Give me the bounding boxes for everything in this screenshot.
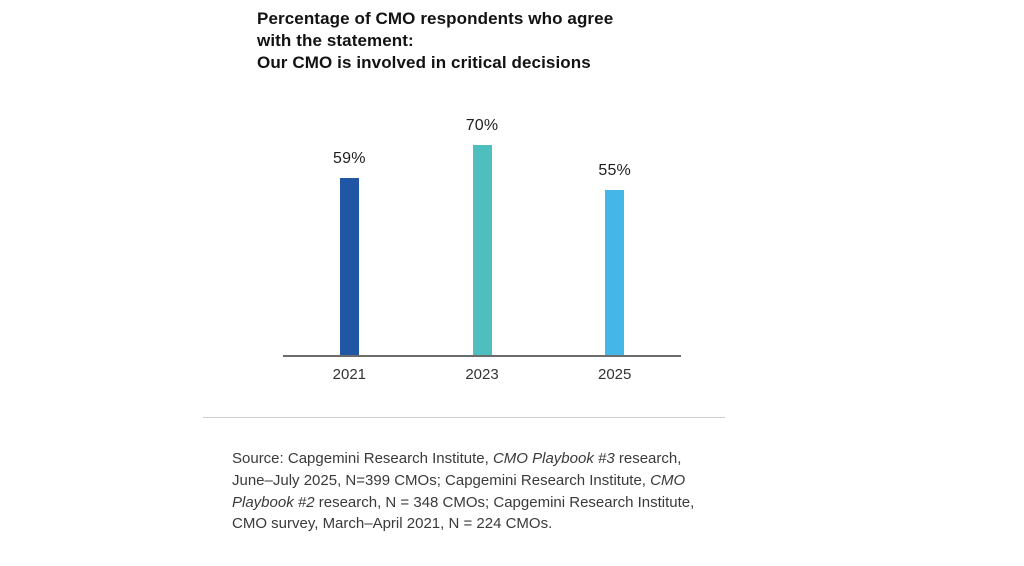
bar-value-label: 70% <box>465 117 499 134</box>
x-axis-label: 2021 <box>332 366 367 383</box>
bar-group-2023: 70% <box>416 115 549 355</box>
source-segment-italic: CMO Playbook #2 <box>232 471 686 511</box>
x-axis-label: 2025 <box>597 366 632 383</box>
source-text: Source: Capgemini Research Institute, CM… <box>232 448 710 535</box>
source-segment: Source: Capgemini Research Institute, <box>232 450 493 467</box>
x-axis-label: 2023 <box>465 366 499 383</box>
bar-2021 <box>339 178 359 355</box>
chart-title: Percentage of CMO respondents who agree … <box>257 9 614 72</box>
bar-2025 <box>605 190 625 355</box>
bar-2023 <box>472 145 492 355</box>
bar-group-2025: 55% <box>548 115 681 355</box>
bars-row: 59% 70% 55% <box>283 115 681 355</box>
x-axis-labels: 2021 2023 2025 <box>283 366 681 383</box>
bar-chart: 59% 70% 55% 2021 2023 2025 <box>283 115 681 383</box>
divider-line <box>203 417 725 418</box>
x-axis-line <box>283 355 681 357</box>
source-segment-italic: CMO Playbook #3 <box>492 450 615 467</box>
bar-group-2021: 59% <box>283 115 416 355</box>
source-segment: research, N = 348 CMOs; Capgemini Resear… <box>232 493 695 533</box>
bar-value-label: 55% <box>598 162 631 179</box>
source-segment: research, June–July 2025, N=399 CMOs; Ca… <box>232 450 682 489</box>
bar-value-label: 59% <box>333 150 366 167</box>
